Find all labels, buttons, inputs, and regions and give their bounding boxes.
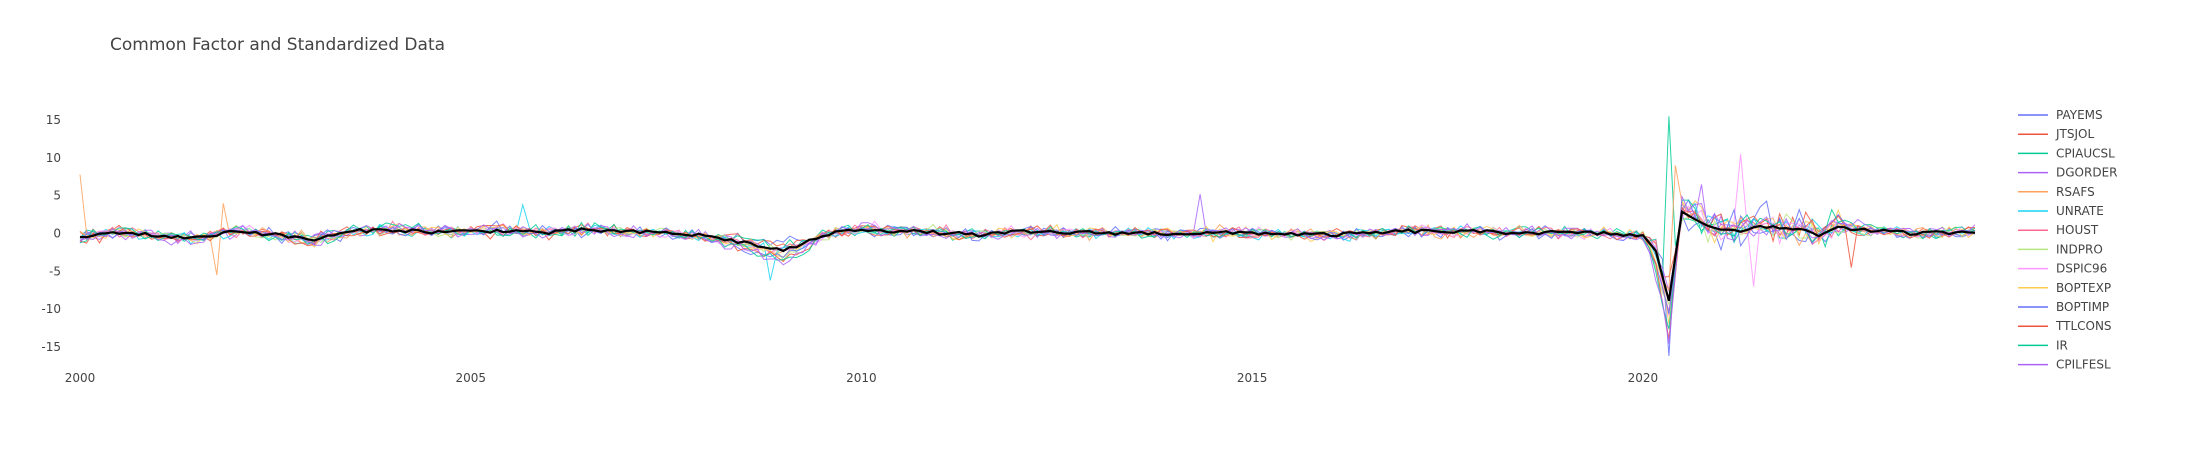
y-tick-label: 5 (53, 189, 61, 203)
series-line-cpilfesl (79, 194, 1976, 344)
legend-label: JTSJOL (2055, 127, 2094, 141)
series-line-dgorder (79, 184, 1976, 292)
legend-label: UNRATE (2056, 204, 2104, 218)
legend-item-jtsjol[interactable]: JTSJOL (2018, 127, 2094, 141)
legend-label: PAYEMS (2056, 108, 2103, 122)
legend-item-cpilfesl[interactable]: CPILFESL (2018, 358, 2111, 372)
legend-label: CPILFESL (2056, 358, 2111, 372)
legend-item-indpro[interactable]: INDPRO (2018, 242, 2103, 256)
series-line-cpiaucsl (79, 116, 1976, 281)
legend-item-dgorder[interactable]: DGORDER (2018, 166, 2117, 180)
legend-label: TTLCONS (2055, 319, 2112, 333)
x-tick-label: 2020 (1628, 371, 1659, 385)
x-axis: 2000 2005 2010 2015 2020 (65, 371, 1658, 385)
legend-item-payems[interactable]: PAYEMS (2018, 108, 2103, 122)
legend[interactable]: PAYEMS JTSJOL CPIAUCSL DGORDER RSAFS UNRATE HO… (2018, 108, 2117, 372)
x-tick-label: 2000 (65, 371, 96, 385)
legend-label: INDPRO (2056, 242, 2103, 256)
legend-item-cpiaucsl[interactable]: CPIAUCSL (2018, 146, 2115, 160)
series-line-boptexp (79, 200, 1976, 325)
x-tick-label: 2015 (1237, 371, 1268, 385)
series-line-houst (79, 209, 1976, 312)
legend-item-houst[interactable]: HOUST (2018, 223, 2099, 237)
y-tick-label: 0 (53, 227, 61, 241)
legend-item-dspic96[interactable]: DSPIC96 (2018, 262, 2107, 276)
y-tick-label: 10 (46, 151, 61, 165)
x-tick-label: 2010 (846, 371, 877, 385)
y-tick-label: -15 (41, 340, 61, 354)
y-tick-label: -5 (49, 264, 61, 278)
legend-label: DGORDER (2056, 166, 2117, 180)
common-factor-line (79, 210, 1976, 302)
legend-item-ir[interactable]: IR (2018, 338, 2068, 352)
x-tick-label: 2005 (455, 371, 486, 385)
legend-label: BOPTIMP (2056, 300, 2109, 314)
legend-label: DSPIC96 (2056, 262, 2107, 276)
y-tick-label: -10 (41, 302, 61, 316)
legend-item-ttlcons[interactable]: TTLCONS (2018, 319, 2112, 333)
chart-title: Common Factor and Standardized Data (110, 35, 445, 55)
legend-item-rsafs[interactable]: RSAFS (2018, 185, 2095, 199)
legend-item-boptimp[interactable]: BOPTIMP (2018, 300, 2109, 314)
y-tick-label: 15 (46, 113, 61, 127)
legend-item-unrate[interactable]: UNRATE (2018, 204, 2104, 218)
series-line-ttlcons (79, 205, 1976, 339)
legend-label: RSAFS (2056, 185, 2095, 199)
legend-item-boptexp[interactable]: BOPTEXP (2018, 281, 2111, 295)
legend-label: BOPTEXP (2056, 281, 2111, 295)
legend-label: CPIAUCSL (2056, 146, 2115, 160)
y-axis: 15 10 5 0 -5 -10 -15 (41, 113, 61, 354)
legend-label: IR (2056, 338, 2068, 352)
legend-label: HOUST (2056, 223, 2099, 237)
plot-area (79, 116, 1976, 357)
